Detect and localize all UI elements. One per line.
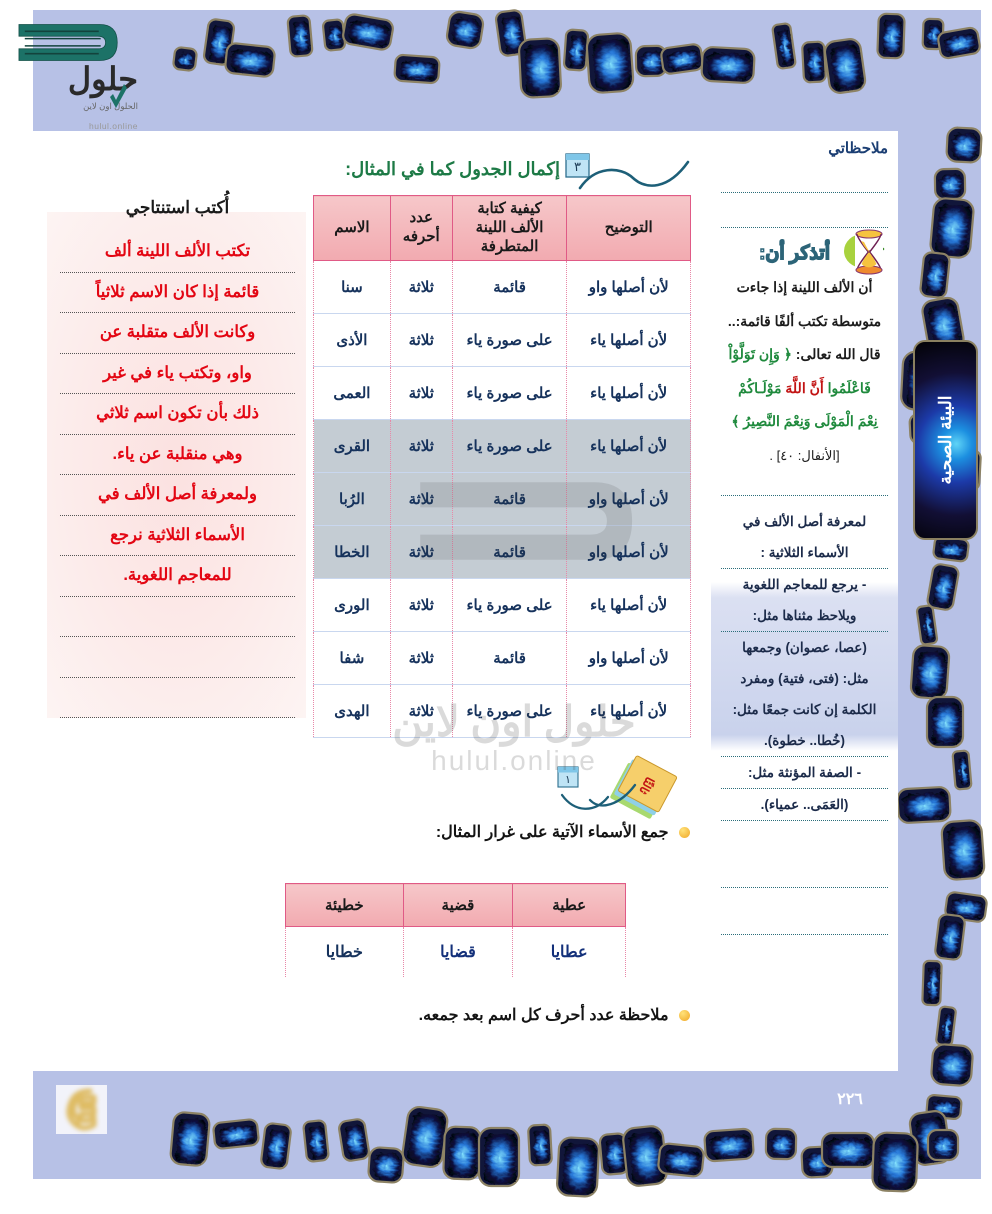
svg-text:١: ١ [565, 774, 571, 786]
svg-text:٣: ٣ [574, 159, 581, 174]
